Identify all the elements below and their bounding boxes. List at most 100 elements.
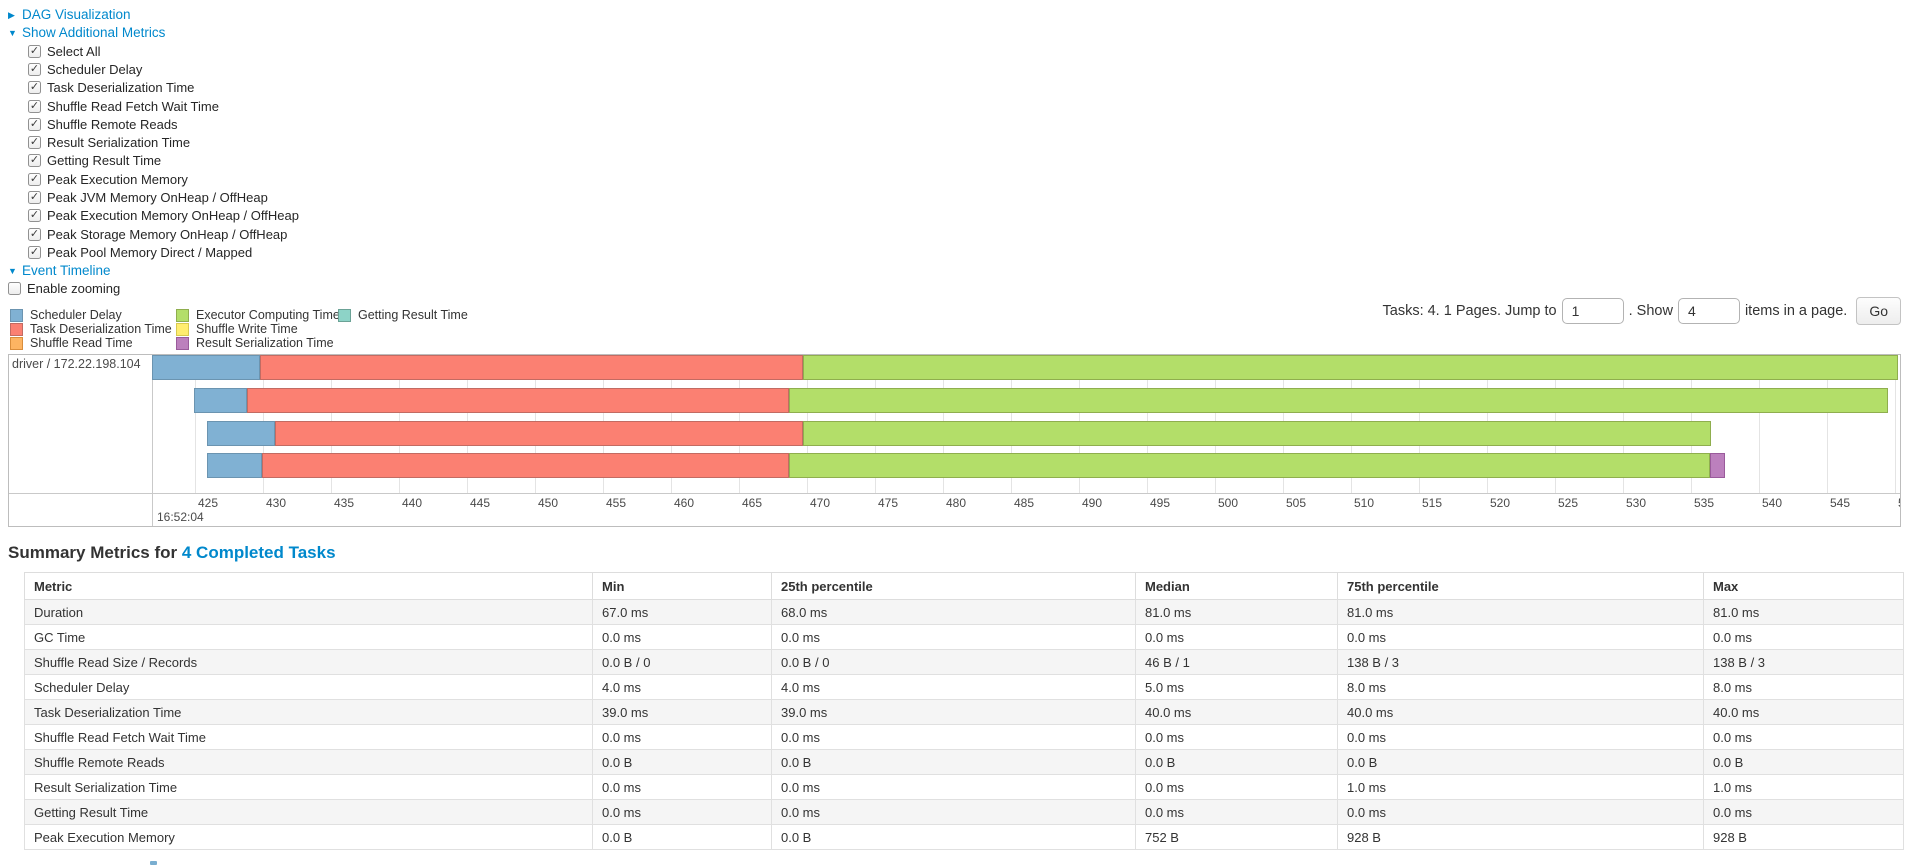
dag-visualization-label: DAG Visualization <box>22 7 131 22</box>
legend-swatch-icon <box>176 322 189 336</box>
axis-tick-label: 485 <box>1014 496 1035 510</box>
metric-value-cell: 928 B <box>1337 824 1704 850</box>
table-header-cell: Min <box>592 572 772 600</box>
metric-checkbox[interactable]: ✓ <box>28 191 41 205</box>
metric-checkbox[interactable]: ✓ <box>28 172 41 186</box>
items-per-page-input[interactable] <box>1677 298 1740 324</box>
metric-value-cell: 0.0 ms <box>592 774 772 800</box>
metric-value-cell: 0.0 ms <box>1135 624 1338 650</box>
metric-value-cell: 40.0 ms <box>1135 699 1338 725</box>
metric-checkbox-list: ✓ Select All ✓ Scheduler Delay ✓ Task Deseria… <box>8 42 299 262</box>
metric-value-cell: 0.0 ms <box>1337 624 1704 650</box>
metric-value-cell: 4.0 ms <box>592 674 772 700</box>
axis-tick-label: 535 <box>1694 496 1715 510</box>
legend-item: Shuffle Write Time <box>176 322 340 336</box>
metric-value-cell: 138 B / 3 <box>1703 649 1904 675</box>
axis-tick-label: 440 <box>402 496 423 510</box>
metric-value-cell: 4.0 ms <box>771 674 1136 700</box>
legend-swatch-icon <box>338 308 351 322</box>
metric-value-cell: 0.0 B / 0 <box>771 649 1136 675</box>
metric-value-cell: 0.0 ms <box>1703 724 1904 750</box>
metric-checkbox[interactable]: ✓ <box>28 245 41 259</box>
metric-checkbox-row: ✓ Peak Execution Memory <box>8 170 299 188</box>
metric-value-cell: 0.0 ms <box>592 799 772 825</box>
go-button[interactable]: Go <box>1856 297 1901 325</box>
metric-checkbox[interactable]: ✓ <box>28 154 41 168</box>
legend-swatch-icon <box>176 308 189 322</box>
checkmark-icon: ✓ <box>29 136 40 149</box>
jump-to-page-input[interactable] <box>1561 298 1624 324</box>
metric-value-cell: 8.0 ms <box>1337 674 1704 700</box>
metric-value-cell: 0.0 ms <box>1135 774 1338 800</box>
gridline <box>1895 355 1896 493</box>
metric-checkbox[interactable]: ✓ <box>28 62 41 76</box>
dag-visualization-toggle[interactable]: ▶ DAG Visualization <box>8 6 299 24</box>
metric-value-cell: 0.0 B <box>1337 749 1704 775</box>
metric-value-cell: 8.0 ms <box>1703 674 1904 700</box>
gridline <box>1827 355 1828 493</box>
table-row: Result Serialization Time 0.0 ms 0.0 ms 0.0… <box>24 774 1904 800</box>
pagination-items-text: items in a page. <box>1744 303 1848 319</box>
axis-tick-label: 455 <box>606 496 627 510</box>
table-row: Scheduler Delay 4.0 ms 4.0 ms 5.0 ms 8.0 ms 8… <box>24 674 1904 700</box>
metric-name-cell: Task Deserialization Time <box>24 699 593 725</box>
axis-tick-label: 515 <box>1422 496 1443 510</box>
metric-value-cell: 0.0 B <box>1135 749 1338 775</box>
metric-value-cell: 0.0 B <box>1703 749 1904 775</box>
metric-checkbox[interactable]: ✓ <box>28 209 41 223</box>
axis-tick-label: 465 <box>742 496 763 510</box>
metric-checkbox[interactable]: ✓ <box>28 44 41 58</box>
metric-checkbox-row: ✓ Peak Pool Memory Direct / Mapped <box>8 243 299 261</box>
axis-tick-label: 475 <box>878 496 899 510</box>
table-row: Shuffle Read Fetch Wait Time 0.0 ms 0.0 ms… <box>24 724 1904 750</box>
axis-tick-label: 505 <box>1286 496 1307 510</box>
chevron-down-icon: ▼ <box>8 265 17 276</box>
pagination-summary-text: Tasks: 4. 1 Pages. Jump to <box>1382 303 1557 319</box>
metric-checkbox[interactable]: ✓ <box>28 227 41 241</box>
metric-checkbox[interactable]: ✓ <box>28 81 41 95</box>
metric-checkbox-row: ✓ Result Serialization Time <box>8 133 299 151</box>
metric-value-cell: 0.0 B <box>592 824 772 850</box>
metric-checkbox[interactable]: ✓ <box>28 117 41 131</box>
checkmark-icon: ✓ <box>29 172 40 185</box>
metric-value-cell: 0.0 ms <box>1337 799 1704 825</box>
legend-label: Task Deserialization Time <box>30 322 172 337</box>
metric-value-cell: 1.0 ms <box>1337 774 1704 800</box>
event-timeline-toggle[interactable]: ▼ Event Timeline <box>8 262 299 280</box>
checkmark-icon: ✓ <box>29 62 40 75</box>
metric-checkbox[interactable]: ✓ <box>28 99 41 113</box>
legend-label: Executor Computing Time <box>196 308 340 323</box>
task-bar-segment <box>1710 453 1725 478</box>
task-bar-segment <box>260 355 803 380</box>
metric-name-cell: Duration <box>24 599 593 625</box>
metric-value-cell: 0.0 ms <box>771 799 1136 825</box>
metric-checkbox-label: Result Serialization Time <box>47 135 191 151</box>
table-row: Shuffle Remote Reads 0.0 B 0.0 B 0.0 B 0.0 B… <box>24 749 1904 775</box>
metric-value-cell: 0.0 ms <box>592 624 772 650</box>
metric-value-cell: 5.0 ms <box>1135 674 1338 700</box>
axis-tick-label: 530 <box>1626 496 1647 510</box>
axis-tick-label: 500 <box>1218 496 1239 510</box>
metric-checkbox[interactable]: ✓ <box>28 136 41 150</box>
legend-label: Result Serialization Time <box>196 336 334 351</box>
timeline-controls: ▶ DAG Visualization ▼ Show Additional Metr… <box>8 6 299 298</box>
show-additional-metrics-label: Show Additional Metrics <box>22 25 166 40</box>
pagination-show-text: . Show <box>1628 303 1673 319</box>
time-axis-line <box>9 493 1900 494</box>
legend-swatch-icon <box>10 322 23 336</box>
enable-zooming-checkbox[interactable] <box>8 282 21 296</box>
metric-value-cell: 40.0 ms <box>1703 699 1904 725</box>
legend-label: Scheduler Delay <box>30 308 122 323</box>
metric-value-cell: 138 B / 3 <box>1337 649 1704 675</box>
legend-swatch-icon <box>10 308 23 322</box>
completed-tasks-link[interactable]: 4 Completed Tasks <box>181 543 336 562</box>
metric-value-cell: 39.0 ms <box>592 699 772 725</box>
table-header-cell: 25th percentile <box>771 572 1136 600</box>
axis-tick-label: 460 <box>674 496 695 510</box>
task-bar-segment <box>246 388 790 413</box>
metric-checkbox-row: ✓ Select All <box>8 42 299 60</box>
metric-value-cell: 0.0 ms <box>1135 724 1338 750</box>
show-additional-metrics-toggle[interactable]: ▼ Show Additional Metrics <box>8 24 299 42</box>
legend-item: Shuffle Read Time <box>10 336 172 350</box>
